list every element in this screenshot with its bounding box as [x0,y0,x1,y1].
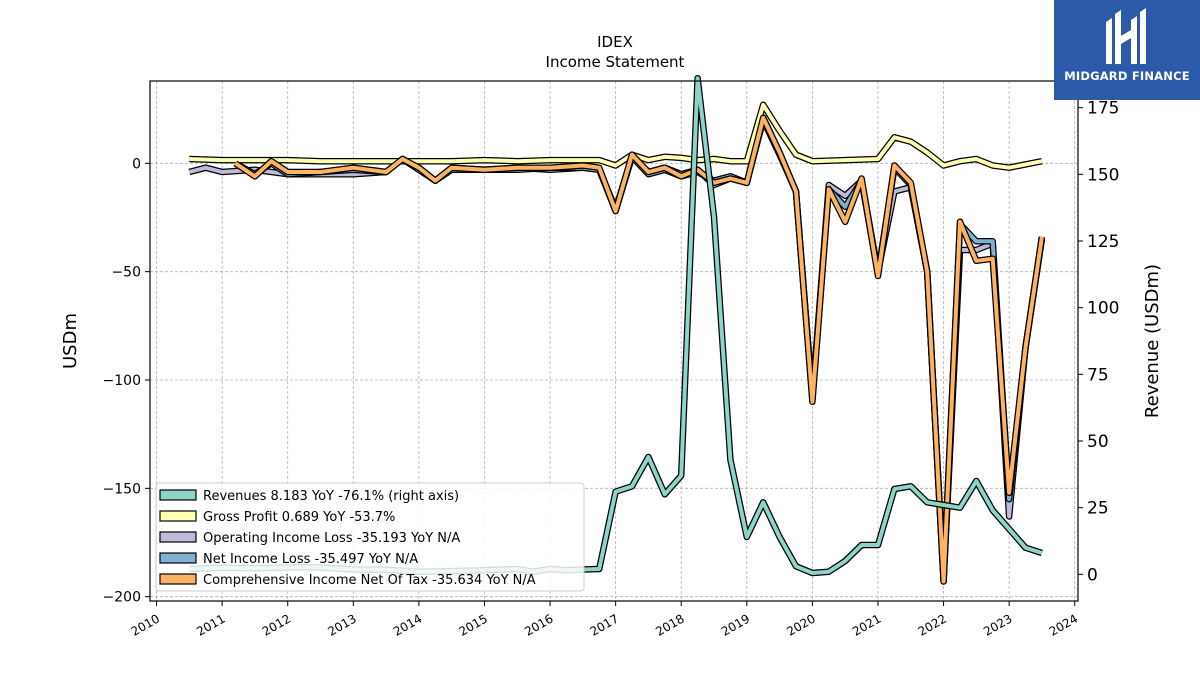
y-right-tick-label: 50 [1087,432,1109,452]
chart-subtitle: Income Statement [546,53,685,71]
x-tick-label: 2013 [325,611,358,638]
x-axis: 2010 2011 2012 2013 2014 2015 2016 2017 2018 2019… [129,601,1080,639]
series-line [234,115,1044,584]
x-tick-label: 2023 [981,611,1014,638]
legend-label: Operating Income Loss -35.193 YoY N/A [203,531,460,546]
chart-title: IDEX [597,33,633,51]
legend-swatch [159,531,197,543]
brand-mark-icon [1106,8,1146,64]
legend-swatch [159,510,197,522]
x-tick-label: 2024 [1047,611,1080,638]
y-tick-label: 0 [132,156,141,172]
y-right-tick-label: 150 [1087,165,1119,185]
x-tick-label: 2016 [522,611,555,638]
brand-name: MIDGARD FINANCE [1064,69,1190,83]
legend-label: Comprehensive Income Net Of Tax -35.634 … [203,573,536,588]
legend-label: Gross Profit 0.689 YoY -53.7% [203,510,395,525]
y-right-tick-label: 25 [1087,499,1109,519]
y-axis-left: 0 −50 −100 −150 −200 [103,156,150,606]
x-tick-label: 2019 [719,611,752,638]
legend-swatch [159,489,197,501]
legend-label: Net Income Loss -35.497 YoY N/A [203,552,418,567]
legend-swatch [159,573,197,585]
y-right-tick-label: 125 [1087,232,1119,252]
x-tick-label: 2021 [850,611,883,638]
x-tick-label: 2011 [194,611,227,638]
y-tick-label: −50 [111,265,141,281]
y-tick-label: −150 [103,481,141,497]
x-tick-label: 2010 [129,611,162,638]
brand-logo: MIDGARD FINANCE [1054,0,1200,100]
legend-box [155,482,585,592]
plot-frame [149,80,1079,602]
y-right-tick-label: 175 [1087,99,1119,119]
y-axis-right-label: Revenue (USDm) [1142,264,1163,418]
x-tick-label: 2017 [588,611,621,638]
y-right-tick-label: 100 [1087,299,1119,319]
x-tick-label: 2020 [784,611,817,638]
y-axis-right: 0 25 50 75 100 125 150 175 [1078,99,1119,585]
x-tick-label: 2022 [916,611,949,638]
legend-swatch [159,552,197,564]
x-tick-label: 2018 [653,611,686,638]
legend-label: Revenues 8.183 YoY -76.1% (right axis) [203,489,459,504]
legend: Revenues 8.183 YoY -76.1% (right axis) Gr… [155,482,585,592]
y-tick-label: −100 [103,373,141,389]
y-axis-label: USDm [60,313,81,369]
x-tick-label: 2015 [457,611,490,638]
y-right-tick-label: 0 [1087,565,1098,585]
x-tick-label: 2012 [260,611,293,638]
series-4 [233,114,1046,585]
y-tick-label: −200 [103,590,141,606]
y-right-tick-label: 75 [1087,365,1109,385]
x-tick-label: 2014 [391,611,424,638]
